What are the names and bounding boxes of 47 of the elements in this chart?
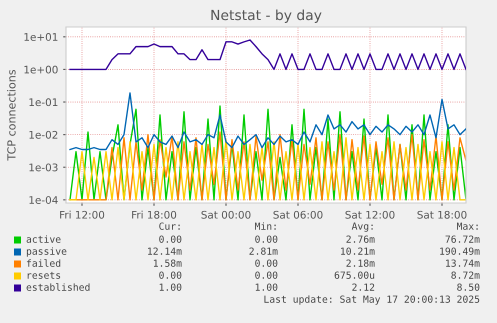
text: 76.72m [446, 235, 480, 243]
text: Cur: [159, 222, 180, 230]
text: 190.49m [440, 247, 480, 255]
text: 1.58m [154, 259, 182, 267]
text: 2.18m [346, 259, 375, 267]
chart-title: Netstat - by day [211, 10, 322, 23]
text: 0.00 [159, 235, 182, 243]
y-tick-label: 1e-04 [29, 196, 58, 204]
y-axis-title: TCP connections [7, 70, 16, 161]
text: Max: [456, 222, 478, 230]
legend-label: resets [28, 272, 60, 279]
x-tick-label: Fri 12:00 [60, 210, 104, 219]
x-tick-label: Sat 06:00 [273, 210, 323, 219]
text: 2.12 [352, 283, 374, 291]
text: 1.00 [160, 283, 182, 291]
x-tick-label: Sat 12:00 [345, 210, 395, 219]
legend-label: failed [26, 259, 60, 267]
text: 0.00 [159, 271, 182, 279]
text: 8.50 [457, 283, 480, 291]
x-tick-label: Fri 18:00 [132, 210, 176, 219]
y-tick-label: 1e+01 [24, 33, 58, 41]
y-tick-label: 1e+00 [24, 66, 58, 74]
y-tick-label: 1e-02 [29, 130, 58, 139]
text: 2.81m [249, 247, 278, 255]
text: 2.76m [346, 235, 375, 243]
y-tick-label: 1e-03 [29, 163, 58, 172]
text: 675.00u [334, 271, 374, 279]
legend-label: passive [26, 247, 66, 257]
text: Min: [254, 222, 276, 230]
legend-label: active [26, 235, 61, 243]
line-series [69, 105, 466, 201]
text: 1.00 [256, 283, 278, 291]
x-tick-label: Sat 00:00 [201, 210, 251, 219]
line-series [69, 92, 466, 150]
text: 10.21m [341, 247, 375, 255]
text: Avg: [352, 222, 373, 232]
text: 0.00 [255, 235, 278, 243]
y-tick-label: 1e-01 [29, 98, 58, 106]
legend-label: established [26, 283, 90, 291]
text: 0.00 [255, 271, 278, 279]
text: Last update: Sat May 17 20:00:13 2025 [264, 295, 480, 305]
text: 0.00 [255, 259, 278, 267]
text: 12.14m [148, 247, 182, 255]
line-series [69, 39, 466, 70]
x-tick-label: Sat 18:00 [417, 210, 467, 219]
text: 8.72m [451, 271, 480, 279]
text: 13.74m [446, 259, 480, 267]
